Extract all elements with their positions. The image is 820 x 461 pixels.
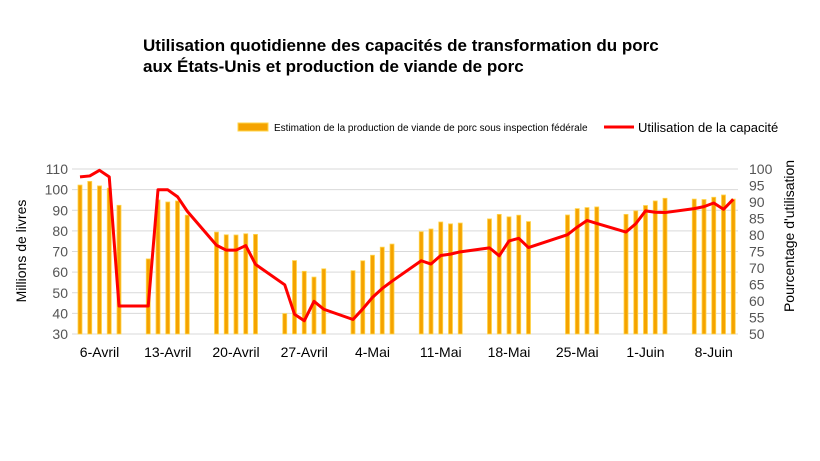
x-tick-label: 25-Mai [556,344,599,360]
x-tick-label: 6-Avril [80,344,119,360]
bar [633,210,639,335]
x-tick-label: 18-Mai [488,344,531,360]
bar [389,243,395,335]
y-left-tick-label: 110 [46,161,69,177]
chart-title-line-1: Utilisation quotidienne des capacités de… [143,36,659,55]
bar [574,208,580,335]
bar [662,197,668,335]
y-right-tick-label: 50 [749,326,765,342]
y-right-tick-label: 95 [749,178,765,194]
bar [97,185,102,335]
y-left-tick-label: 40 [52,305,68,321]
chart-title: Utilisation quotidienne des capacités de… [143,35,659,77]
y-left-tick-label: 30 [52,326,68,342]
bar [428,228,434,335]
bar [350,270,356,335]
bar [496,213,502,335]
bar [623,213,629,335]
legend-bar-label: Estimation de la production de viande de… [274,123,588,134]
bar [243,233,249,335]
bar [77,184,83,335]
y-right-tick-label: 100 [749,161,773,177]
chart-title-line-2: aux États-Unis et production de viande d… [143,57,524,76]
bar [701,199,707,335]
y-right-tick-label: 60 [749,293,765,309]
bar [730,198,736,335]
y-left-tick-label: 80 [52,223,68,239]
bar [691,198,697,335]
bar [457,222,463,335]
bar [360,260,366,335]
y-left-tick-label: 90 [52,202,68,218]
bar [165,201,171,335]
bar [223,234,229,335]
x-tick-label: 8-Juin [695,344,733,360]
y-left-tick-label: 70 [52,244,68,260]
y-right-tick-label: 90 [749,194,765,210]
bar [711,196,717,335]
bar [516,214,522,335]
axis-ticks: 3040506070809010011050556065707580859095… [45,161,773,360]
y-right-tick-label: 85 [749,211,765,227]
bar [565,214,570,335]
bar [282,313,288,335]
x-tick-label: 13-Avril [144,344,191,360]
bar [448,223,453,335]
bar [292,260,297,335]
legend: Estimation de la production de viande de… [237,120,778,135]
y-right-tick-label: 55 [749,310,765,326]
y-right-tick-label: 75 [749,244,765,260]
legend-bar-swatch [237,122,269,132]
y-axis-left-title: Millions de livres [13,200,29,303]
bar [594,206,600,335]
line-series [79,168,735,323]
y-axis-right-title: Pourcentage d'utilisation [781,160,797,312]
bar [184,214,190,335]
bar [526,221,531,335]
bar [487,218,492,335]
y-right-tick-label: 80 [749,227,765,243]
y-left-tick-label: 60 [52,264,68,280]
bar [438,221,444,335]
bar [321,268,327,335]
y-right-tick-label: 65 [749,277,765,293]
y-left-tick-label: 100 [45,182,69,198]
x-tick-label: 11-Mai [420,344,462,360]
x-tick-label: 4-Mai [355,344,390,360]
bar-series [77,180,736,335]
bar [175,200,180,335]
bar [652,200,658,335]
bar [643,205,648,335]
bar [233,234,239,335]
bar [721,194,726,335]
legend-line-label: Utilisation de la capacité [638,120,778,135]
bar [253,233,258,335]
x-tick-label: 27-Avril [281,344,328,360]
y-right-tick-label: 70 [749,260,765,276]
bar [214,231,219,335]
bar [418,231,424,335]
bar [584,207,590,335]
y-left-tick-label: 50 [52,285,68,301]
bar [301,270,307,335]
bar [506,216,512,335]
bar [87,180,93,335]
x-tick-label: 20-Avril [212,344,259,360]
x-tick-label: 1-Juin [626,344,664,360]
